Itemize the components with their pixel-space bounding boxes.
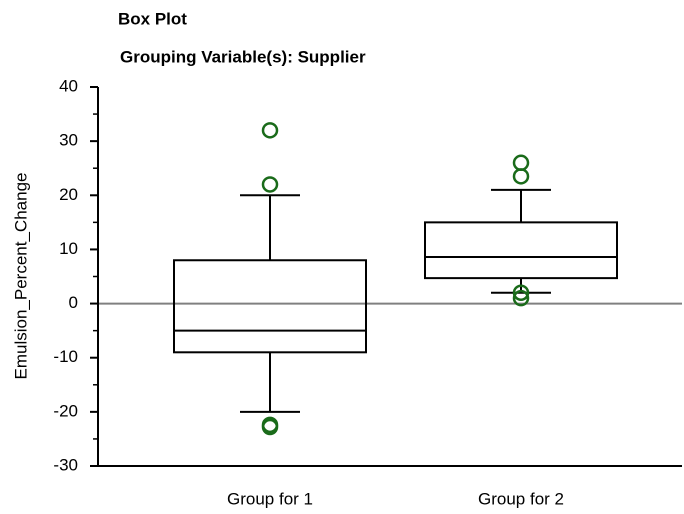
y-tick-label: 10 xyxy=(59,239,78,258)
y-tick-label: 20 xyxy=(59,185,78,204)
y-tick-label: 40 xyxy=(59,76,78,95)
y-tick-label: 30 xyxy=(59,131,78,150)
outlier xyxy=(512,154,530,172)
y-tick-label: -20 xyxy=(53,401,78,420)
outlier xyxy=(512,168,530,185)
y-axis-label: Emulsion_Percent_Change xyxy=(11,173,30,380)
y-tick-label: -30 xyxy=(53,455,78,474)
outlier xyxy=(512,284,530,301)
x-tick-label: Group for 1 xyxy=(227,489,313,508)
chart-title: Box Plot xyxy=(118,9,187,28)
outlier xyxy=(512,289,530,307)
outlier xyxy=(261,176,279,193)
y-tick-label: 0 xyxy=(69,293,78,312)
x-tick-label: Group for 2 xyxy=(478,489,564,508)
y-tick-label: -10 xyxy=(53,347,78,366)
chart-subtitle: Grouping Variable(s): Supplier xyxy=(120,47,366,66)
box xyxy=(173,259,367,354)
box xyxy=(424,221,618,280)
outlier xyxy=(261,418,279,436)
outlier xyxy=(261,122,279,139)
